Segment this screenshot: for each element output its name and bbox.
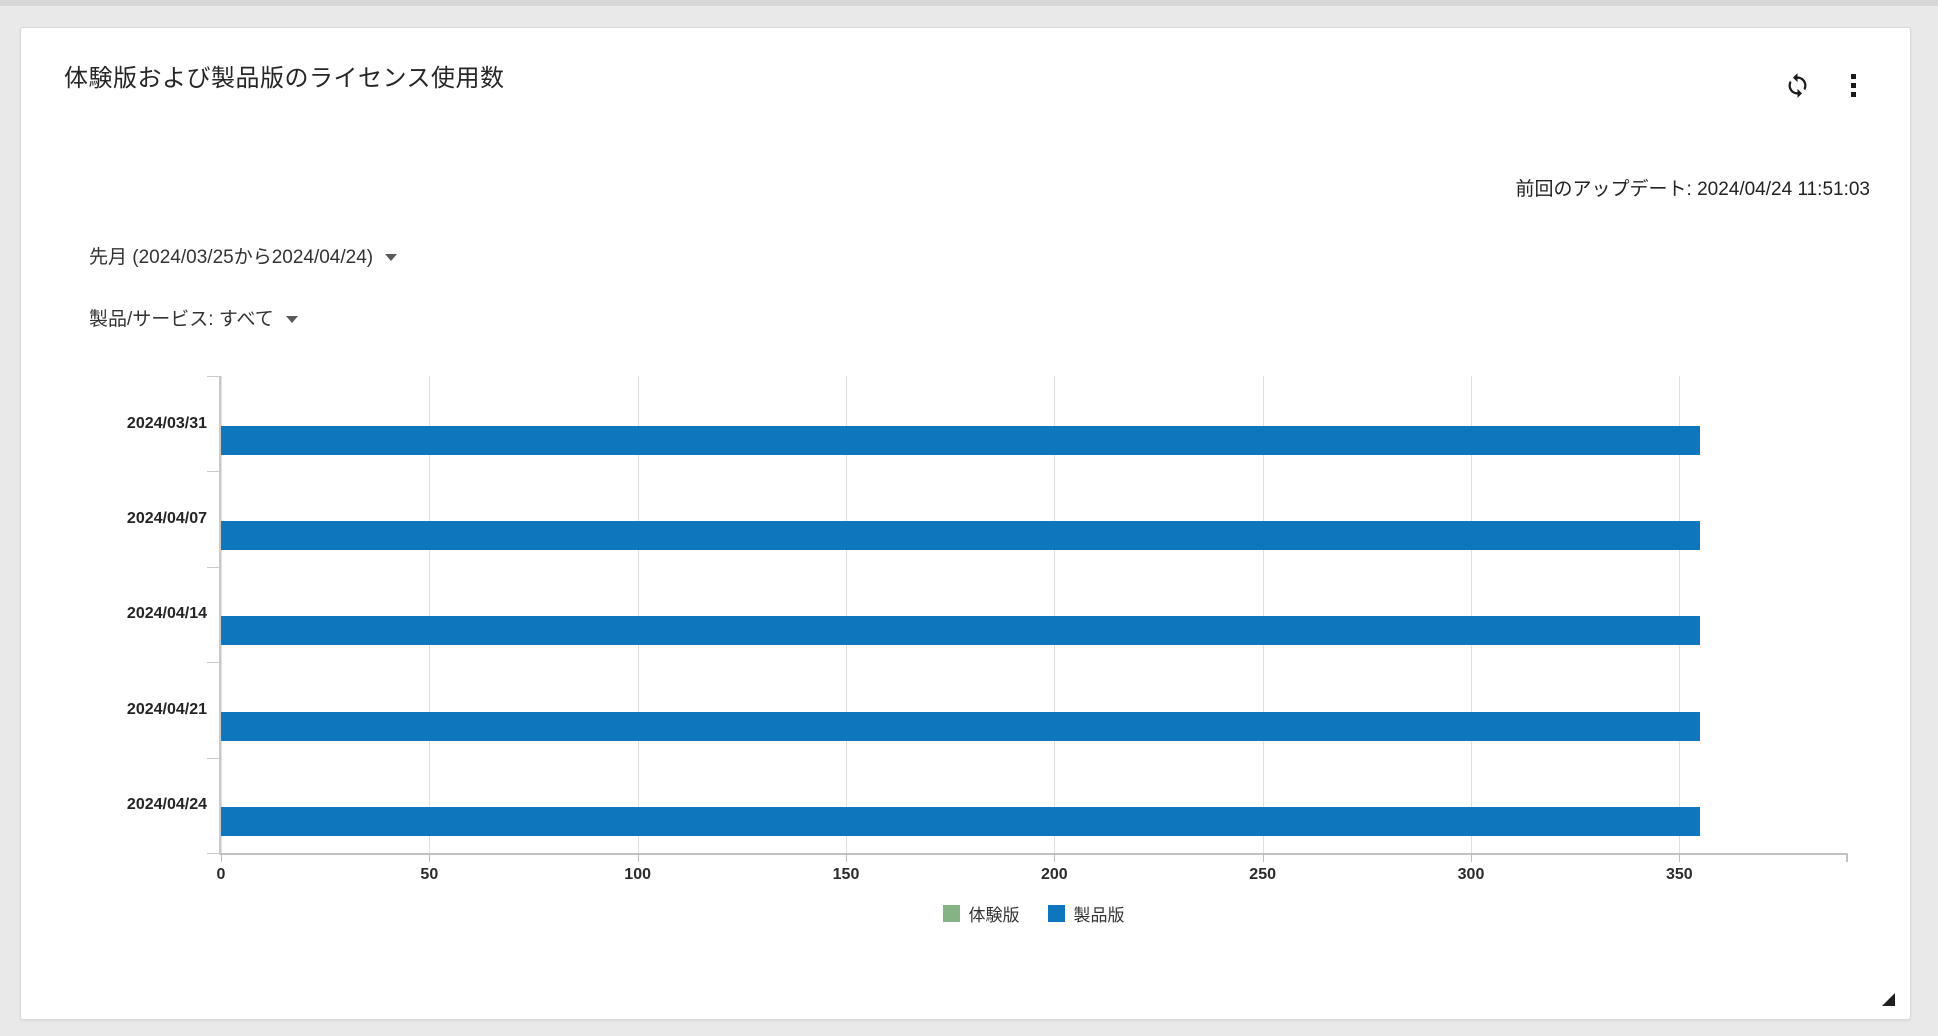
- window-top-edge: [0, 0, 1938, 6]
- bar-product[interactable]: [221, 711, 1701, 741]
- refresh-icon: [1784, 72, 1811, 99]
- chart-row: 2024/04/21: [127, 662, 1846, 757]
- legend-swatch-icon: [1047, 905, 1065, 922]
- y-axis-tick: [207, 566, 220, 568]
- kebab-menu-icon: [1849, 72, 1858, 99]
- y-axis-label: 2024/04/14: [126, 605, 207, 623]
- refresh-button[interactable]: [1784, 72, 1811, 99]
- gridline: [1054, 376, 1056, 853]
- x-axis-endcap: [1846, 853, 1848, 862]
- chevron-down-icon: [385, 253, 398, 261]
- x-axis-tick: [1471, 853, 1472, 862]
- x-axis-tick: [1054, 853, 1056, 862]
- bar-product[interactable]: [221, 521, 1701, 551]
- x-axis-tick-label: 300: [1457, 866, 1485, 883]
- x-axis-tick: [637, 853, 639, 862]
- product-service-dropdown-label: 製品/サービス: すべて: [89, 309, 274, 330]
- y-axis-label: 2024/04/07: [126, 510, 207, 528]
- last-update-text: 前回のアップデート: 2024/04/24 11:51:03: [1515, 179, 1870, 200]
- y-axis-label: 2024/04/24: [126, 796, 207, 814]
- y-axis-tick: [207, 853, 220, 854]
- product-service-dropdown[interactable]: 製品/サービス: すべて: [89, 304, 298, 331]
- x-axis-tick-label: 100: [624, 866, 652, 883]
- gridline: [1262, 376, 1264, 853]
- chart-row: 2024/03/31: [127, 376, 1846, 471]
- legend-item-trial[interactable]: 体験版: [942, 901, 1020, 926]
- x-axis-tick: [846, 853, 847, 862]
- chevron-down-icon: [285, 315, 298, 323]
- gridline: [1679, 376, 1681, 853]
- legend-swatch-icon: [942, 905, 960, 922]
- gridline: [637, 376, 639, 853]
- bar-product[interactable]: [221, 425, 1701, 455]
- x-axis-tick-label: 150: [832, 866, 860, 883]
- widget-toolbar: [1784, 72, 1858, 99]
- x-axis-tick: [429, 853, 431, 862]
- license-usage-widget: 体験版および製品版のライセンス使用数 前回のアップデート: 2024/04/24…: [20, 27, 1911, 1020]
- bar-product[interactable]: [221, 616, 1701, 646]
- x-axis-tick-label: 200: [1040, 866, 1068, 883]
- legend-label: 製品版: [1073, 906, 1125, 925]
- gridline: [846, 376, 847, 853]
- x-axis-tick: [1262, 853, 1264, 862]
- chart-row: 2024/04/24: [127, 758, 1846, 853]
- chart-legend: 体験版 製品版: [221, 901, 1846, 926]
- x-axis-tick-label: 0: [216, 866, 226, 883]
- x-axis-tick: [221, 853, 222, 862]
- x-axis-tick-label: 50: [420, 866, 439, 883]
- more-options-button[interactable]: [1849, 72, 1858, 99]
- x-axis-tick-label: 250: [1249, 866, 1277, 883]
- gridline: [429, 376, 431, 853]
- legend-item-product[interactable]: 製品版: [1047, 901, 1125, 926]
- widget-title: 体験版および製品版のライセンス使用数: [64, 65, 505, 92]
- period-dropdown-label: 先月 (2024/03/25から2024/04/24): [89, 247, 374, 268]
- y-axis-label: 2024/03/31: [126, 414, 207, 432]
- y-axis-tick: [207, 376, 220, 377]
- gridline: [221, 376, 222, 853]
- plot-area: 0 50 100 150 200 250 300 350 2024/03/31 2024/04/0…: [127, 376, 1848, 925]
- resize-handle[interactable]: [1882, 993, 1895, 1006]
- x-axis-tick-label: 350: [1665, 866, 1693, 883]
- chart-row: 2024/04/07: [127, 471, 1846, 566]
- legend-label: 体験版: [968, 906, 1020, 925]
- y-axis-tick: [207, 757, 220, 759]
- period-dropdown[interactable]: 先月 (2024/03/25から2024/04/24): [89, 242, 398, 269]
- y-axis-label: 2024/04/21: [126, 700, 207, 718]
- gridline: [1471, 376, 1472, 853]
- y-axis-tick: [207, 662, 220, 664]
- bar-product[interactable]: [221, 807, 1701, 837]
- x-axis-tick: [1679, 853, 1681, 862]
- y-axis-tick: [207, 471, 220, 473]
- chart-row: 2024/04/14: [127, 567, 1846, 662]
